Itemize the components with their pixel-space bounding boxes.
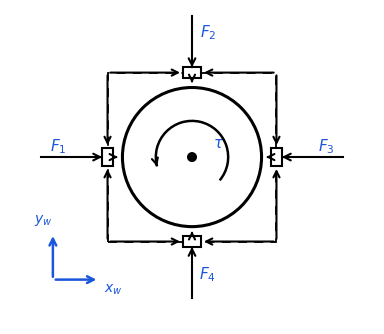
Text: $F_3$: $F_3$: [318, 138, 334, 156]
Bar: [271, 148, 282, 166]
Bar: [102, 148, 113, 166]
Text: $F_4$: $F_4$: [199, 265, 215, 284]
Text: $x_w$: $x_w$: [104, 282, 123, 297]
Text: $F_2$: $F_2$: [200, 23, 217, 42]
Text: $F_1$: $F_1$: [50, 138, 66, 156]
Bar: [183, 67, 201, 78]
Text: $\tau$: $\tau$: [213, 136, 224, 151]
Circle shape: [188, 153, 196, 161]
Bar: [108, 72, 276, 241]
Circle shape: [122, 88, 262, 227]
Text: $y_w$: $y_w$: [34, 213, 52, 228]
Bar: [183, 236, 201, 247]
